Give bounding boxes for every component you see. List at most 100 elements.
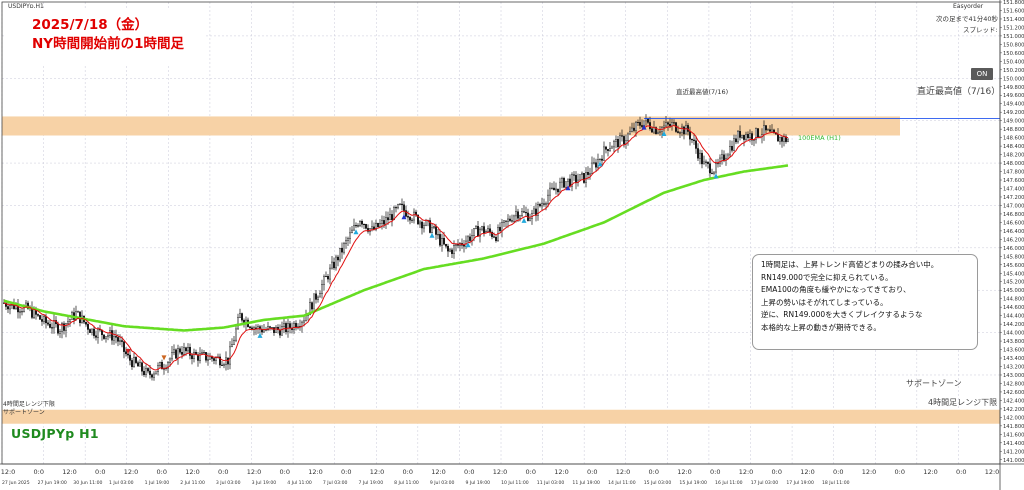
candle-body (146, 368, 149, 372)
candle-body (391, 214, 394, 220)
candle-body (140, 362, 143, 372)
candle-body (289, 323, 292, 329)
candle-body (174, 349, 177, 359)
candle-body (537, 204, 540, 216)
candle-body (777, 134, 780, 142)
candle-body (749, 133, 752, 139)
candle-body (751, 133, 754, 141)
candle-body (723, 154, 726, 161)
symbol-watermark: USDJPYp H1 (11, 426, 99, 441)
candle-body (551, 187, 554, 189)
candle-body (218, 356, 221, 366)
symbol-tab[interactable]: USDJPYp,H1 (8, 3, 44, 10)
candle-body (405, 210, 408, 217)
signal-arrow (521, 217, 527, 223)
candle-body (743, 134, 746, 140)
time-tick-label: 0:0 (772, 468, 782, 476)
candle-body (663, 125, 666, 128)
candle-body (557, 188, 560, 193)
y-tick-label: 143.000 (1003, 373, 1024, 379)
candle-body (19, 311, 22, 313)
candle-body (481, 226, 484, 230)
candle-body (6, 306, 9, 310)
candle-body (347, 238, 350, 241)
candle-body (88, 329, 91, 333)
candle-body (325, 276, 328, 278)
title-date: 2025/7/18（金） (32, 17, 149, 33)
signal-arrow (565, 185, 571, 191)
candle-body (411, 219, 414, 221)
grid (1, 2, 1001, 464)
candle-body (76, 311, 79, 313)
candle-body (747, 134, 750, 139)
candle-body (84, 321, 87, 325)
y-tick-label: 141.200 (1003, 449, 1024, 455)
candle-body (8, 305, 11, 310)
date-tick-label: 30 Jun 11:00 (73, 480, 102, 486)
candle-body (170, 352, 173, 360)
ema100-line (3, 164, 789, 332)
date-tick-label: 2 Jul 11:00 (180, 480, 205, 486)
date-tick-label: 14 Jul 11:00 (608, 480, 636, 486)
candle-body (202, 352, 205, 354)
time-tick-label: 12:0 (554, 468, 569, 476)
on-button[interactable]: ON (971, 68, 993, 80)
candle-body (681, 126, 684, 133)
signal-arrow (597, 161, 603, 167)
candle-body (487, 228, 490, 232)
candle-body (501, 222, 504, 231)
candle-body (629, 131, 632, 135)
candle-body (192, 352, 195, 359)
candle-body (701, 152, 704, 165)
y-tick-label: 151.800 (1003, 0, 1024, 6)
candle-body (389, 214, 392, 221)
candle-body (407, 216, 410, 218)
candle-body (693, 139, 696, 141)
candle-body (779, 137, 782, 142)
candle-body (619, 135, 622, 148)
candle-body (33, 309, 36, 318)
candle-body (443, 238, 446, 245)
candle-body (733, 138, 736, 151)
candle-body (172, 349, 175, 353)
candle-body (51, 327, 54, 329)
candle-body (319, 293, 322, 298)
comment-line: 1時間足は、上昇トレンド高値どまりの揉み合い中。 (761, 260, 939, 269)
candle-body (473, 228, 476, 236)
y-tick-label: 151.400 (1003, 17, 1024, 23)
candle-body (669, 123, 672, 127)
date-tick-label: 16 Jul 11:00 (715, 480, 743, 486)
candle-body (21, 311, 24, 313)
candle-body (269, 326, 272, 328)
candle-body (573, 174, 576, 176)
candle-body (635, 121, 638, 131)
spread-label: スプレッド: (963, 26, 998, 34)
y-tick-label: 144.800 (1003, 297, 1024, 303)
candle-body (144, 368, 147, 375)
candle-body (467, 236, 470, 242)
y-tick-label: 144.400 (1003, 314, 1024, 320)
candle-body (353, 225, 356, 231)
candle-body (511, 220, 514, 222)
candle-body (385, 217, 388, 225)
candle-body (41, 319, 44, 322)
time-tick-label: 12:0 (1, 468, 16, 476)
signal-arrows (125, 124, 719, 361)
y-tick-label: 151.000 (1003, 34, 1024, 40)
candle-body (337, 256, 340, 261)
candle-body (425, 220, 428, 226)
candle-body (755, 128, 758, 140)
easyorder-label[interactable]: Easyorder (953, 3, 984, 10)
candle-body (603, 146, 606, 161)
y-tick-label: 145.800 (1003, 254, 1024, 260)
time-tick-label: 12:0 (677, 468, 692, 476)
candle-body (707, 162, 710, 164)
candle-body (327, 276, 330, 280)
y-tick-label: 151.200 (1003, 25, 1024, 31)
candle-body (63, 323, 66, 331)
candle-body (571, 174, 574, 187)
y-tick-label: 150.800 (1003, 42, 1024, 48)
candle-body (483, 226, 486, 234)
candle-body (397, 204, 400, 209)
